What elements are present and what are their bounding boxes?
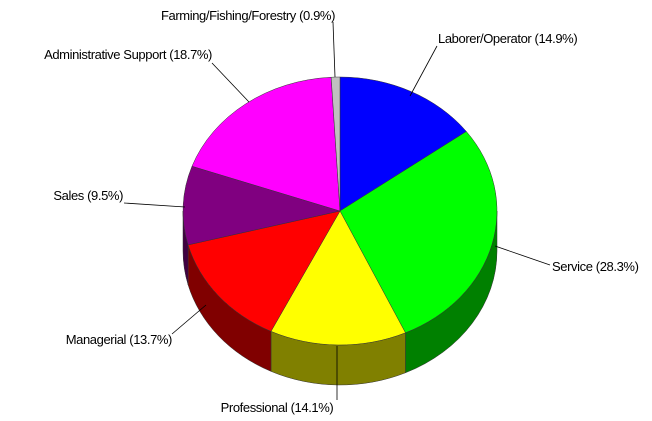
slice xyxy=(270,210,406,346)
slice-label-name: Managerial xyxy=(66,332,127,347)
leader-line xyxy=(171,304,207,335)
leader-line xyxy=(211,62,250,103)
leader-line xyxy=(332,21,336,78)
slice xyxy=(182,165,341,246)
slice-label-name: Professional xyxy=(221,400,288,415)
slice-label: Laborer/Operator (14.9%) xyxy=(438,31,577,46)
slice-label: Professional (14.1%) xyxy=(221,400,334,415)
leader-line xyxy=(494,245,551,266)
leader-line xyxy=(409,45,438,97)
slice-label-name: Administrative Support xyxy=(44,47,167,62)
slice xyxy=(187,210,341,332)
slice-label-value: (14.1%) xyxy=(291,400,334,415)
slice xyxy=(339,76,467,212)
slice xyxy=(339,131,498,334)
leader-line xyxy=(123,202,186,208)
slice xyxy=(191,76,341,212)
slice xyxy=(330,76,341,212)
slice-label-name: Laborer/Operator xyxy=(438,31,532,46)
slice-label: Administrative Support (18.7%) xyxy=(44,47,212,62)
slice-label-value: (14.9%) xyxy=(535,31,578,46)
slice-label-value: (28.3%) xyxy=(596,259,639,274)
slice-label-name: Service xyxy=(552,259,593,274)
slice-label: Managerial (13.7%) xyxy=(66,332,172,347)
slice-label-value: (18.7%) xyxy=(169,47,212,62)
slice-label: Service (28.3%) xyxy=(552,259,639,274)
slice-label: Sales (9.5%) xyxy=(53,188,123,203)
slice-label-value: (9.5%) xyxy=(87,188,123,203)
slice-label-name: Sales xyxy=(53,188,84,203)
slice-label-value: (0.9%) xyxy=(299,8,335,23)
slice-label: Farming/Fishing/Forestry (0.9%) xyxy=(161,8,335,23)
slice-label-value: (13.7%) xyxy=(129,332,172,347)
slice-label-name: Farming/Fishing/Forestry xyxy=(161,8,297,23)
